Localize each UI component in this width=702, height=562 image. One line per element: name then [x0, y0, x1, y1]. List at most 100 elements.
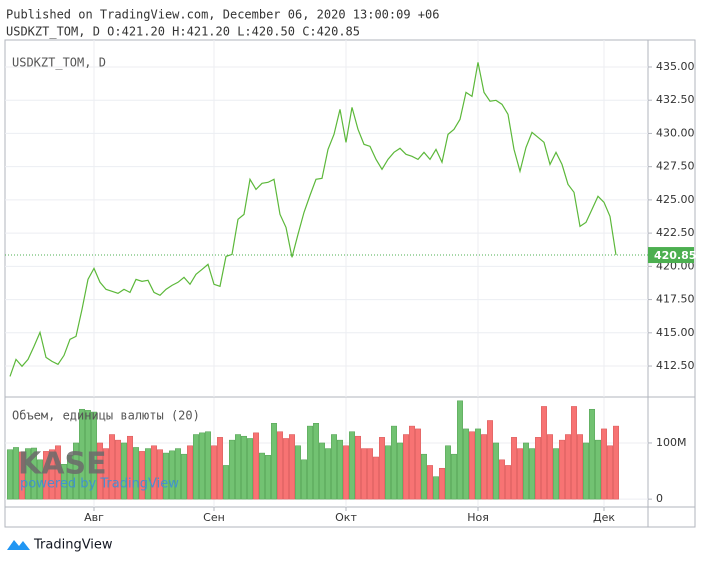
volume-bar [349, 431, 355, 500]
volume-bar [511, 437, 517, 500]
volume-bar [43, 451, 49, 500]
volume-bar [157, 449, 163, 500]
volume-bar [31, 447, 37, 500]
volume-bar [559, 439, 565, 500]
volume-bar [133, 447, 139, 500]
volume-bar [25, 448, 31, 500]
volume-bar [109, 434, 115, 500]
volume-bar [397, 442, 403, 500]
y-tick-label: 412.50 [656, 359, 695, 372]
volume-bar [391, 425, 397, 500]
y-tick-label: 417.50 [656, 293, 695, 306]
volume-bar [13, 447, 19, 500]
volume-bar [259, 452, 265, 500]
grid [5, 40, 648, 507]
volume-bar [55, 445, 61, 500]
volume-bar [343, 445, 349, 500]
volume-label: Объем, единицы валюты (20) [12, 409, 200, 423]
volume-bar [121, 442, 127, 500]
volume-bar [79, 408, 85, 500]
volume-bar [487, 420, 493, 500]
volume-bar [469, 431, 475, 500]
volume-bar [577, 434, 583, 500]
volume-bar [319, 442, 325, 500]
volume-bar [553, 448, 559, 500]
volume-bars [7, 400, 619, 500]
price-line [9, 62, 617, 377]
volume-bar [229, 439, 235, 500]
footer: TradingView [33, 538, 113, 553]
volume-bar [451, 453, 457, 500]
y-tick-label: 435.00 [656, 60, 695, 73]
volume-bar [91, 411, 97, 500]
volume-bar [235, 434, 241, 500]
volume-bar [421, 453, 427, 500]
x-tick-label: Дек [593, 511, 615, 524]
volume-bar [361, 448, 367, 500]
volume-bar [613, 425, 619, 500]
volume-bar [145, 448, 151, 500]
volume-bar [223, 465, 229, 500]
volume-bar [163, 452, 169, 500]
volume-bar [379, 437, 385, 500]
x-tick-label: Авг [84, 511, 104, 524]
volume-bar [427, 465, 433, 500]
volume-bar [439, 467, 445, 500]
volume-bar [115, 439, 121, 500]
volume-bar [571, 406, 577, 500]
volume-bar [529, 448, 535, 500]
volume-bar [415, 428, 421, 500]
volume-bar [583, 442, 589, 500]
volume-bar [565, 434, 571, 500]
x-tick-label: Ноя [467, 511, 489, 524]
volume-bar [7, 449, 13, 500]
volume-bar [211, 445, 217, 500]
volume-bar [313, 423, 319, 500]
volume-bar [499, 459, 505, 500]
volume-bar [373, 456, 379, 500]
volume-bar [253, 432, 259, 500]
x-tick-label: Окт [335, 511, 357, 524]
volume-bar [277, 431, 283, 500]
volume-bar [271, 423, 277, 500]
y2-tick-label: 0 [656, 492, 663, 505]
volume-bar [193, 434, 199, 500]
watermark: KASE [18, 447, 107, 482]
footer-logo [7, 540, 30, 550]
volume-bar [409, 425, 415, 500]
volume-bar [247, 438, 253, 500]
volume-bar [463, 428, 469, 500]
volume-bar [181, 453, 187, 500]
volume-bar [607, 445, 613, 500]
volume-bar [295, 445, 301, 500]
y2-tick-label: 100M [656, 436, 687, 449]
volume-bar [367, 448, 373, 500]
volume-bar [127, 435, 133, 500]
volume-bar [601, 428, 607, 500]
volume-bar [151, 445, 157, 500]
y-tick-label: 430.00 [656, 126, 695, 139]
volume-bar [589, 408, 595, 500]
last-price-box [648, 247, 694, 264]
volume-bar [85, 410, 91, 500]
volume-bar [493, 442, 499, 500]
volume-bar [331, 434, 337, 500]
volume-bar [301, 459, 307, 500]
volume-bar [505, 465, 511, 500]
volume-bar [541, 406, 547, 500]
volume-bar [517, 448, 523, 500]
volume-bar [61, 464, 67, 500]
volume-bar [547, 434, 553, 500]
volume-bar [217, 437, 223, 500]
volume-bar [283, 438, 289, 500]
volume-bar [445, 445, 451, 500]
volume-bar [199, 432, 205, 500]
volume-bar [139, 451, 145, 500]
volume-bar [475, 428, 481, 500]
y-tick-label: 427.50 [656, 160, 695, 173]
chart-title: Published on TradingView.com, December 0… [6, 8, 439, 22]
volume-bar [385, 445, 391, 500]
